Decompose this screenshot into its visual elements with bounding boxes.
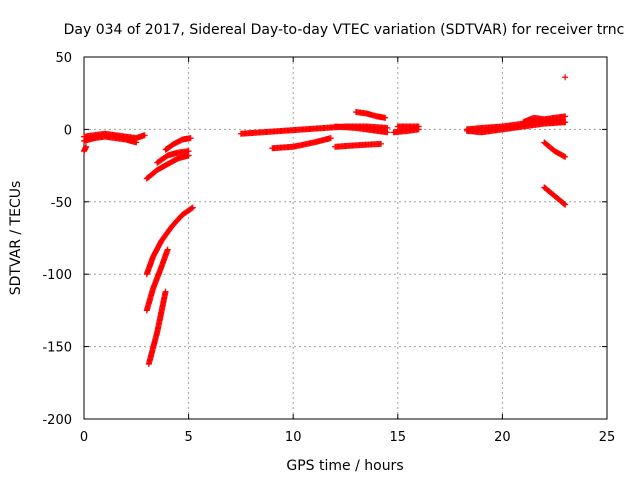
- data-point: [327, 135, 334, 142]
- x-tick-label: 20: [494, 430, 511, 445]
- data-point: [562, 201, 569, 208]
- data-point: [185, 148, 192, 155]
- chart-title: Day 034 of 2017, Sidereal Day-to-day VTE…: [64, 22, 625, 38]
- x-tick-label: 25: [599, 430, 616, 445]
- y-tick-label: -50: [51, 196, 72, 211]
- data-point: [415, 123, 422, 130]
- data-point: [164, 246, 171, 253]
- data-point: [189, 204, 196, 211]
- data-point: [384, 129, 391, 136]
- data-point: [133, 139, 140, 146]
- x-axis-label: GPS time / hours: [286, 458, 403, 474]
- y-tick-label: -200: [42, 413, 72, 428]
- axis-ticks: 0 5 10 15 20 25 50 0 -50 -100 -150 -200: [42, 51, 615, 445]
- data-point: [561, 200, 568, 207]
- data-point: [187, 135, 194, 142]
- data-point: [382, 114, 389, 121]
- x-tick-label: 5: [184, 430, 192, 445]
- y-tick-label: 0: [64, 123, 72, 138]
- data-point: [83, 143, 90, 150]
- data-point: [562, 153, 569, 160]
- x-tick-label: 0: [80, 430, 88, 445]
- data-point: [188, 205, 195, 212]
- y-tick-label: -150: [42, 341, 72, 356]
- y-tick-label: -100: [42, 268, 72, 283]
- x-tick-label: 15: [390, 430, 407, 445]
- data-points: [81, 74, 569, 367]
- data-point: [162, 288, 169, 295]
- data-point: [562, 119, 569, 126]
- y-tick-label: 50: [55, 51, 72, 66]
- x-tick-label: 10: [285, 430, 302, 445]
- y-axis-label: SDTVAR / TECUs: [8, 181, 24, 296]
- data-point: [562, 74, 569, 81]
- plot-frame: [83, 56, 608, 420]
- data-point: [378, 140, 385, 147]
- data-point: [141, 132, 148, 139]
- data-point: [562, 113, 569, 120]
